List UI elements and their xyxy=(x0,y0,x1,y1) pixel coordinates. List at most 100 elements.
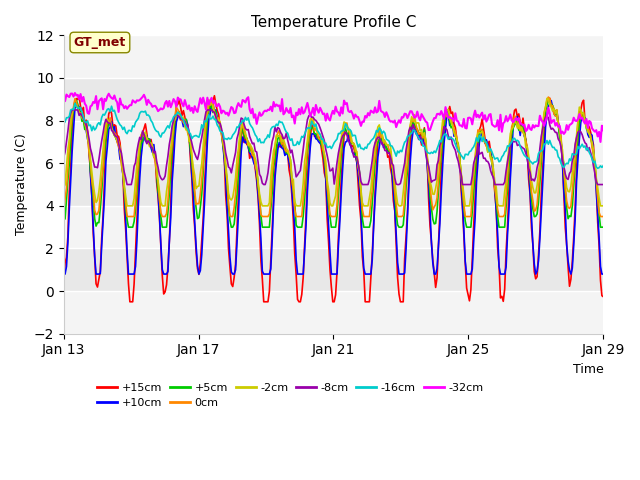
-8cm xyxy=(68,107,76,113)
+15cm xyxy=(95,276,102,282)
-2cm xyxy=(598,203,605,209)
-16cm xyxy=(79,114,87,120)
-16cm xyxy=(594,166,602,171)
-2cm xyxy=(60,184,67,190)
+15cm xyxy=(340,133,348,139)
-32cm xyxy=(71,90,79,96)
-8cm xyxy=(97,147,104,153)
-8cm xyxy=(598,181,605,187)
-32cm xyxy=(60,97,67,103)
-16cm xyxy=(71,100,79,106)
Line: -16cm: -16cm xyxy=(63,103,604,168)
-32cm xyxy=(79,94,87,100)
-2cm xyxy=(600,203,607,209)
-32cm xyxy=(97,96,104,102)
-32cm xyxy=(526,126,534,132)
-8cm xyxy=(447,134,455,140)
+10cm xyxy=(525,166,532,172)
0cm xyxy=(545,94,552,100)
-32cm xyxy=(446,114,454,120)
-8cm xyxy=(79,116,87,121)
Line: +15cm: +15cm xyxy=(63,96,604,302)
0cm xyxy=(95,207,102,213)
0cm xyxy=(339,132,346,138)
0cm xyxy=(526,173,534,179)
+10cm xyxy=(600,271,607,277)
0cm xyxy=(78,110,86,116)
-2cm xyxy=(78,115,86,121)
Bar xyxy=(63,78,604,120)
+15cm xyxy=(600,294,607,300)
+5cm xyxy=(79,117,87,123)
+5cm xyxy=(447,125,455,131)
-2cm xyxy=(124,203,131,209)
Bar xyxy=(63,0,604,36)
X-axis label: Time: Time xyxy=(573,363,604,376)
Line: -32cm: -32cm xyxy=(63,93,604,142)
+15cm xyxy=(211,93,218,98)
-32cm xyxy=(600,127,607,133)
-8cm xyxy=(60,155,67,160)
-2cm xyxy=(543,96,551,101)
Bar xyxy=(63,163,604,206)
+5cm xyxy=(60,213,67,218)
+15cm xyxy=(126,299,134,305)
+15cm xyxy=(598,293,605,299)
Bar xyxy=(63,249,604,291)
+5cm xyxy=(97,206,104,212)
-32cm xyxy=(598,123,605,129)
0cm xyxy=(446,116,454,121)
Title: Temperature Profile C: Temperature Profile C xyxy=(251,15,416,30)
Line: +5cm: +5cm xyxy=(63,100,604,227)
-16cm xyxy=(60,120,67,126)
+10cm xyxy=(547,98,555,104)
+5cm xyxy=(125,224,132,230)
-8cm xyxy=(527,178,535,183)
-8cm xyxy=(600,181,607,187)
+10cm xyxy=(78,110,86,116)
0cm xyxy=(598,214,605,219)
-16cm xyxy=(600,163,607,168)
+15cm xyxy=(60,279,67,285)
Line: -8cm: -8cm xyxy=(63,110,604,184)
+5cm xyxy=(598,224,605,230)
Bar xyxy=(63,120,604,163)
+15cm xyxy=(447,111,455,117)
0cm xyxy=(60,208,67,214)
0cm xyxy=(600,214,607,219)
Y-axis label: Temperature (C): Temperature (C) xyxy=(15,133,28,236)
-16cm xyxy=(446,134,454,140)
Line: -2cm: -2cm xyxy=(63,98,604,206)
+5cm xyxy=(72,97,80,103)
-16cm xyxy=(526,158,534,164)
-32cm xyxy=(339,110,346,116)
Line: +10cm: +10cm xyxy=(63,101,604,274)
Bar xyxy=(63,206,604,249)
-32cm xyxy=(596,139,604,145)
-16cm xyxy=(339,128,346,134)
-16cm xyxy=(598,165,605,170)
+10cm xyxy=(95,271,102,277)
-8cm xyxy=(340,132,348,137)
-2cm xyxy=(95,189,102,194)
Text: GT_met: GT_met xyxy=(74,36,126,49)
Legend: +15cm, +10cm, +5cm, 0cm, -2cm, -8cm, -16cm, -32cm: +15cm, +10cm, +5cm, 0cm, -2cm, -8cm, -16… xyxy=(93,378,488,412)
+10cm xyxy=(444,111,452,117)
+10cm xyxy=(60,271,67,277)
-2cm xyxy=(339,126,346,132)
-2cm xyxy=(446,115,454,120)
+5cm xyxy=(340,129,348,135)
Bar xyxy=(63,291,604,334)
+10cm xyxy=(596,264,604,269)
+5cm xyxy=(527,195,535,201)
+15cm xyxy=(78,108,86,114)
-16cm xyxy=(97,122,104,128)
Bar xyxy=(63,36,604,78)
+5cm xyxy=(600,224,607,230)
Line: 0cm: 0cm xyxy=(63,97,604,216)
+15cm xyxy=(527,225,535,230)
-2cm xyxy=(526,165,534,170)
0cm xyxy=(124,214,131,219)
-8cm xyxy=(124,181,131,187)
+10cm xyxy=(337,190,345,196)
